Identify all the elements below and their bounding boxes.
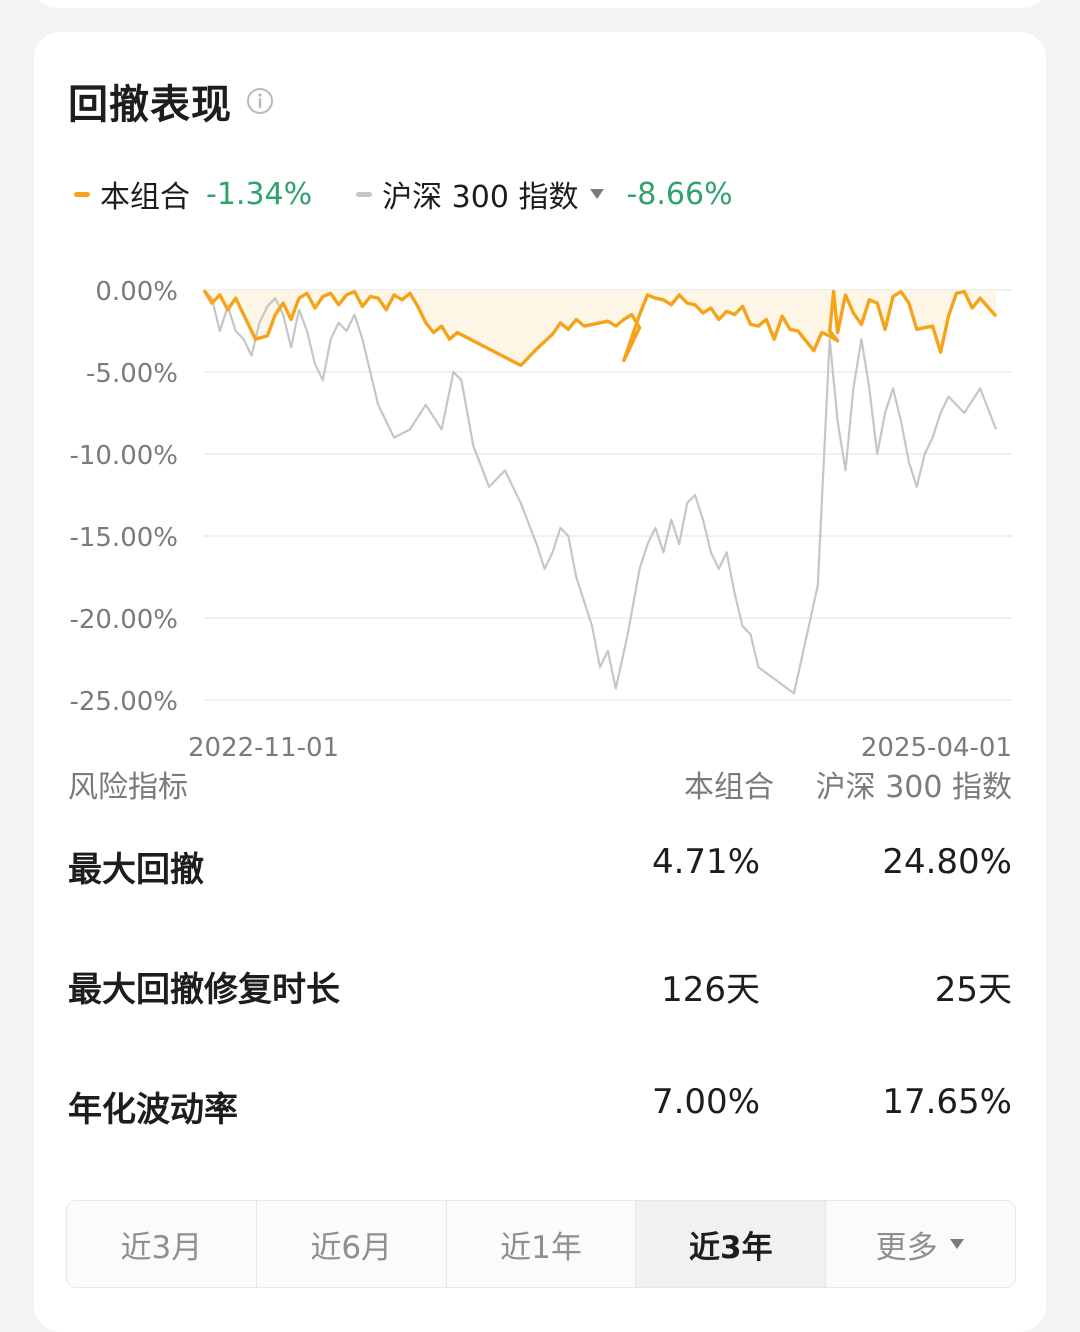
- chevron-down-icon: [949, 1239, 964, 1249]
- risk-row-volatility: 年化波动率 7.00% 17.65%: [68, 1082, 1012, 1132]
- tab-more[interactable]: 更多: [826, 1201, 1015, 1287]
- risk-header-portfolio: 本组合: [684, 770, 774, 805]
- risk-row-portfolio-value: 4.71%: [651, 842, 760, 882]
- legend-swatch-benchmark: [356, 191, 373, 197]
- info-icon[interactable]: [246, 87, 274, 115]
- drawdown-card: 回撤表现 本组合 -1.34% 沪深 300 指数 -8.66% 0.00% -5…: [34, 32, 1046, 1332]
- y-tick-label: -5.00%: [86, 359, 178, 389]
- benchmark-dropdown-icon[interactable]: [588, 187, 606, 201]
- y-tick-label: 0.00%: [95, 277, 178, 307]
- tab-3-years[interactable]: 近3年: [636, 1201, 827, 1287]
- tab-label: 近1年: [500, 1229, 582, 1266]
- risk-row-benchmark-value: 17.65%: [882, 1082, 1012, 1122]
- risk-row-name: 最大回撤修复时长: [68, 970, 340, 1010]
- previous-card-edge: [34, 0, 1046, 8]
- tab-6-months[interactable]: 近6月: [256, 1201, 447, 1287]
- risk-row-portfolio-value: 7.00%: [651, 1082, 760, 1122]
- drawdown-chart: 0.00% -5.00% -10.00% -15.00% -20.00% -25.00% 2…: [69, 277, 1012, 762]
- risk-row-portfolio-value: 126天: [661, 970, 760, 1010]
- risk-row-benchmark-value: 25天: [934, 970, 1012, 1010]
- period-tabs: 近3月 近6月 近1年 近3年 更多: [66, 1200, 1016, 1288]
- tab-3-months[interactable]: 近3月: [67, 1201, 257, 1287]
- risk-row-benchmark-value: 24.80%: [882, 842, 1012, 882]
- risk-row-name: 最大回撤: [68, 850, 204, 890]
- tab-1-year[interactable]: 近1年: [446, 1201, 637, 1287]
- page-title: 回撤表现: [68, 82, 232, 128]
- tab-label: 近6月: [310, 1229, 393, 1266]
- y-tick-label: -20.00%: [69, 605, 178, 635]
- tab-label: 近3月: [120, 1229, 203, 1266]
- legend-value-benchmark: -8.66%: [626, 176, 733, 212]
- risk-header-benchmark: 沪深 300 指数: [815, 770, 1012, 805]
- risk-row-recovery-time: 最大回撤修复时长 126天 25天: [68, 962, 1012, 1012]
- legend-label-portfolio: 本组合: [100, 180, 190, 215]
- x-tick-label: 2022-11-01: [188, 733, 339, 762]
- risk-table-header: 风险指标 本组合 沪深 300 指数: [68, 762, 1012, 806]
- legend-label-benchmark[interactable]: 沪深 300 指数: [382, 180, 579, 215]
- title-row: 回撤表现: [68, 72, 274, 130]
- risk-row-name: 年化波动率: [68, 1090, 238, 1130]
- series-line-portfolio: [202, 289, 998, 368]
- x-tick-label: 2025-04-01: [861, 733, 1012, 762]
- y-tick-label: -10.00%: [69, 441, 178, 471]
- y-tick-label: -15.00%: [69, 523, 178, 553]
- y-tick-label: -25.00%: [69, 687, 178, 717]
- portfolio-area: [204, 290, 996, 366]
- tab-label: 更多: [875, 1229, 938, 1266]
- risk-row-max-drawdown: 最大回撤 4.71% 24.80%: [68, 842, 1012, 892]
- legend-value-portfolio: -1.34%: [206, 176, 313, 212]
- tab-label: 近3年: [689, 1229, 773, 1266]
- chart-legend: 本组合 -1.34% 沪深 300 指数 -8.66%: [74, 172, 733, 216]
- legend-swatch-portfolio: [74, 191, 90, 197]
- series-line-benchmark: [203, 289, 998, 695]
- risk-header-name: 风险指标: [68, 770, 188, 805]
